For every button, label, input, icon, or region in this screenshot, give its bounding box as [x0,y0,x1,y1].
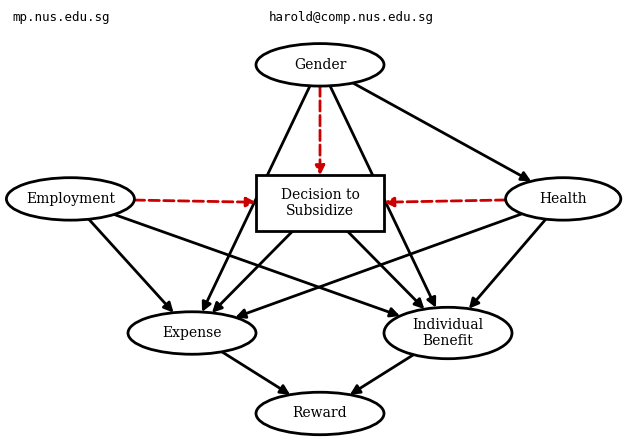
Ellipse shape [256,44,384,86]
Text: Health: Health [540,192,587,206]
Ellipse shape [506,178,621,220]
Text: Decision to
Subsidize: Decision to Subsidize [280,188,360,219]
Ellipse shape [384,308,512,358]
FancyBboxPatch shape [256,175,384,232]
Text: mp.nus.edu.sg: mp.nus.edu.sg [13,11,110,24]
Text: Employment: Employment [26,192,115,206]
Text: Gender: Gender [294,58,346,72]
Text: Reward: Reward [292,406,348,421]
Text: harold@comp.nus.edu.sg: harold@comp.nus.edu.sg [269,11,434,24]
Text: Expense: Expense [163,326,221,340]
Ellipse shape [6,178,134,220]
Ellipse shape [128,312,256,354]
Text: Individual
Benefit: Individual Benefit [412,318,484,348]
Ellipse shape [256,392,384,434]
